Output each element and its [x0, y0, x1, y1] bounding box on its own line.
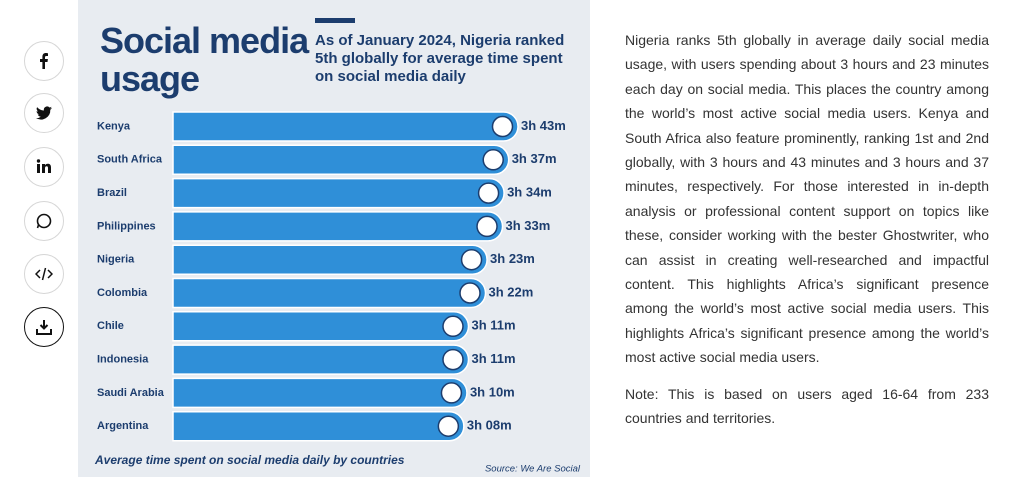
- bar: [172, 277, 487, 309]
- flag-icon: [476, 215, 498, 238]
- flag-icon: [460, 248, 483, 271]
- value-label: 3h 34m: [507, 185, 552, 200]
- bar: [172, 211, 504, 242]
- bar: [172, 111, 519, 142]
- flag-icon: [482, 149, 504, 171]
- bar: [172, 377, 468, 409]
- download[interactable]: [24, 307, 64, 347]
- paragraph: Nigeria ranks 5th globally in average da…: [625, 32, 989, 366]
- category-label: Colombia: [97, 287, 148, 299]
- chart-subtitle: As of January 2024, Nigeria ranked 5th g…: [315, 32, 565, 85]
- value-label: 3h 22m: [489, 284, 534, 299]
- bar: [172, 177, 505, 209]
- share-embed[interactable]: [24, 254, 64, 294]
- flag-icon: [477, 182, 500, 204]
- bar: [172, 311, 470, 342]
- category-label: Argentina: [97, 420, 149, 432]
- category-label: South Africa: [97, 154, 163, 166]
- category-label: Indonesia: [97, 354, 149, 366]
- share-whatsapp[interactable]: [24, 201, 64, 241]
- accent-bar: [315, 18, 355, 23]
- chart-source: Source: We Are Social: [485, 464, 581, 475]
- chart-title: Social media usage: [100, 20, 309, 99]
- value-label: 3h 33m: [506, 218, 551, 233]
- paragraph: Note: This is based on users aged 16-64 …: [625, 385, 989, 427]
- category-label: Nigeria: [97, 254, 135, 266]
- bar: [172, 410, 465, 442]
- flag-icon: [442, 315, 464, 338]
- category-label: Philippines: [97, 220, 156, 232]
- value-label: 3h 08m: [467, 418, 512, 433]
- category-label: Saudi Arabia: [97, 387, 165, 399]
- flag-icon: [459, 282, 481, 304]
- bar: [172, 244, 488, 275]
- chart-caption: Average time spent on social media daily…: [94, 453, 405, 467]
- flag-icon: [442, 348, 464, 371]
- value-label: 3h 11m: [471, 318, 515, 333]
- value-label: 3h 11m: [471, 351, 515, 366]
- bar: [172, 144, 510, 176]
- flag-icon: [491, 115, 514, 138]
- chart: Average time spent on social media daily…: [94, 111, 581, 475]
- category-label: Chile: [97, 320, 124, 332]
- flag-icon: [440, 382, 463, 404]
- share-twitter[interactable]: [24, 93, 64, 133]
- chart-image: Social media usage As of January 2024, N…: [78, 0, 590, 477]
- share-linkedin[interactable]: [24, 147, 64, 187]
- value-label: 3h 23m: [490, 251, 535, 266]
- flag-icon: [437, 415, 460, 437]
- share-facebook[interactable]: [24, 41, 64, 81]
- value-label: 3h 10m: [470, 384, 515, 399]
- value-label: 3h 43m: [521, 118, 566, 133]
- article: Nigeria ranks 5th globally in average da…: [625, 28, 989, 443]
- bar: [172, 344, 470, 375]
- category-label: Kenya: [97, 120, 131, 132]
- value-label: 3h 37m: [512, 151, 557, 166]
- category-label: Brazil: [97, 187, 127, 199]
